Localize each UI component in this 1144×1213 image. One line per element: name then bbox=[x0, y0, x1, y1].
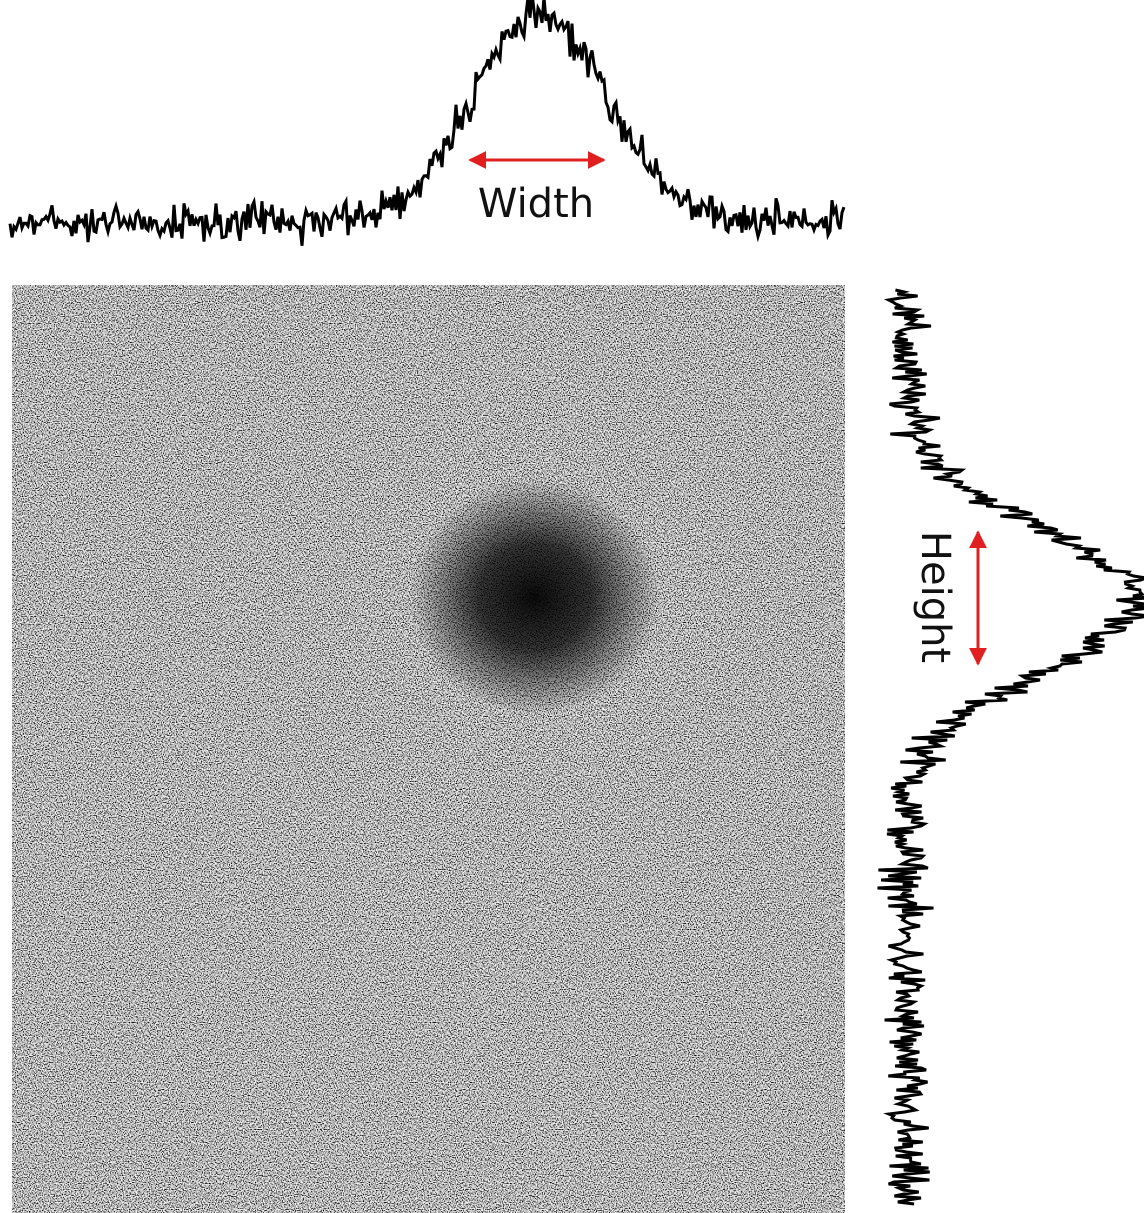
noise-image bbox=[12, 285, 845, 1213]
height-label: Height bbox=[912, 531, 958, 663]
height-profile bbox=[877, 288, 1144, 1206]
profiles bbox=[8, 0, 1144, 1206]
width-profile bbox=[8, 0, 846, 246]
width-label: Width bbox=[478, 181, 594, 227]
dark-spot bbox=[410, 479, 660, 715]
